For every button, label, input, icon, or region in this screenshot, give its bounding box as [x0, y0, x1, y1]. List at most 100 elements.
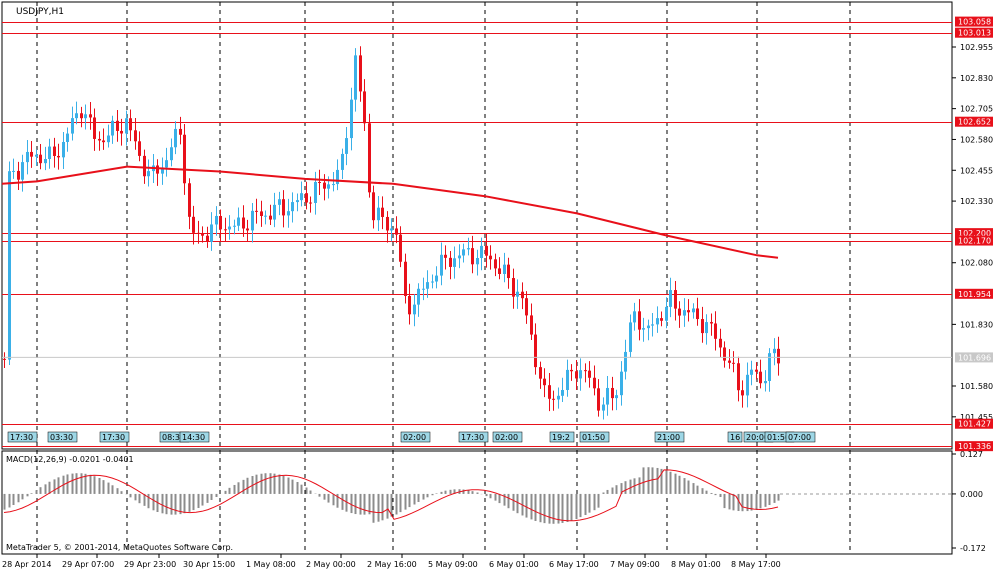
candle-body	[161, 167, 164, 174]
candle-body	[192, 216, 195, 233]
candle-body	[201, 233, 204, 236]
candle-body	[269, 215, 272, 220]
event-tag[interactable]	[179, 431, 210, 443]
candle-body	[647, 325, 650, 329]
candle-body	[75, 113, 78, 119]
event-tag[interactable]	[47, 431, 78, 443]
candle-body	[746, 374, 749, 396]
candle-body	[170, 147, 173, 161]
event-tag[interactable]	[458, 431, 489, 443]
candle-body	[287, 211, 290, 216]
macd-pane-frame	[1, 450, 953, 555]
candle-body	[246, 228, 249, 231]
candle-body	[404, 261, 407, 296]
candle-body	[174, 128, 177, 148]
candle-body	[12, 170, 15, 172]
time-label: 30 Apr 15:00	[183, 560, 235, 569]
candle-body	[224, 229, 227, 231]
candle-body	[462, 249, 465, 256]
candle-body	[264, 215, 267, 217]
candle-body	[368, 123, 371, 193]
candle-body	[8, 171, 11, 360]
event-tag[interactable]	[400, 431, 431, 443]
event-tag[interactable]	[579, 431, 610, 443]
candle-body	[165, 160, 168, 168]
price-axis: 102.955 102.830 102.705 102.580 102.455 102.3…	[2, 16, 993, 553]
time-label: 6 May 01:00	[489, 560, 539, 569]
candle-body	[318, 181, 321, 183]
candle-body	[273, 204, 276, 220]
symbol-title: USDJPY,H1	[16, 7, 64, 17]
macd-signal-line	[3, 469, 779, 522]
candle-body	[255, 210, 258, 212]
level-price-label: 103.058	[958, 18, 991, 27]
candle-body	[552, 398, 555, 400]
event-tag[interactable]	[549, 431, 575, 443]
candle-body	[764, 380, 767, 384]
candle-body	[584, 370, 587, 372]
candle-body	[21, 162, 24, 180]
level-price-label: 101.954	[958, 290, 991, 299]
event-tag[interactable]	[654, 431, 685, 443]
time-label: 29 Apr 07:00	[62, 560, 114, 569]
candle-body	[498, 268, 501, 274]
event-tag-label: 21:00	[657, 433, 680, 442]
price-pane-frame	[1, 1, 953, 450]
level-price-tag	[955, 116, 993, 127]
event-tag-label: 17:30	[10, 433, 33, 442]
time-label: 8 May 17:00	[731, 560, 781, 569]
candle-body	[692, 308, 695, 313]
event-tag[interactable]	[492, 431, 523, 443]
candle-body	[651, 324, 654, 326]
event-tag-label: 03:30	[50, 433, 73, 442]
candle-body	[395, 228, 398, 235]
event-tag[interactable]	[99, 431, 130, 443]
event-tag[interactable]	[7, 431, 38, 443]
candle-body	[719, 338, 722, 348]
candle-body	[53, 146, 56, 156]
candle-body	[210, 224, 213, 242]
time-label: 8 May 01:00	[671, 560, 721, 569]
candle-body	[737, 363, 740, 391]
level-price-label: 102.200	[958, 229, 991, 238]
time-label: 2 May 16:00	[367, 560, 417, 569]
event-tag-label: 08:30	[162, 433, 185, 442]
candle-body	[579, 370, 582, 379]
time-label: 5 May 09:00	[428, 560, 478, 569]
candle-body	[39, 154, 42, 164]
candle-body	[539, 367, 542, 379]
candle-body	[3, 358, 6, 360]
candle-body	[156, 165, 159, 174]
event-tag[interactable]	[727, 431, 743, 443]
candle-body	[138, 141, 141, 156]
candle-body	[570, 369, 573, 372]
candle-body	[282, 199, 285, 216]
candle-body	[17, 170, 20, 180]
price-tick-label: 102.330	[960, 197, 993, 206]
candle-body	[543, 378, 546, 386]
level-price-tag	[955, 288, 993, 299]
indicator-title: MACD(12,26,9) -0.0201 -0.0401	[6, 455, 134, 464]
candle-body	[206, 235, 209, 242]
candle-body	[183, 134, 186, 184]
candle-body	[440, 254, 443, 276]
macd-histogram	[3, 467, 780, 524]
candle-body	[773, 348, 776, 354]
candle-body	[507, 264, 510, 279]
candle-body	[98, 138, 101, 141]
candle-body	[350, 99, 353, 139]
candle-body	[300, 193, 303, 201]
candle-body	[219, 215, 222, 230]
candle-body	[633, 311, 636, 323]
event-tag-label: 01:50	[582, 433, 605, 442]
candle-body	[489, 255, 492, 260]
time-label: 1 May 08:00	[246, 560, 296, 569]
macd-tick-label: 0.000	[960, 490, 983, 499]
candle-body	[728, 360, 731, 363]
time-axis: 28 Apr 2014 29 Apr 07:00 29 Apr 23:00 30 Ap…	[2, 554, 781, 569]
candle-body	[741, 390, 744, 396]
event-tag[interactable]	[785, 431, 816, 443]
candle-body	[566, 369, 569, 390]
